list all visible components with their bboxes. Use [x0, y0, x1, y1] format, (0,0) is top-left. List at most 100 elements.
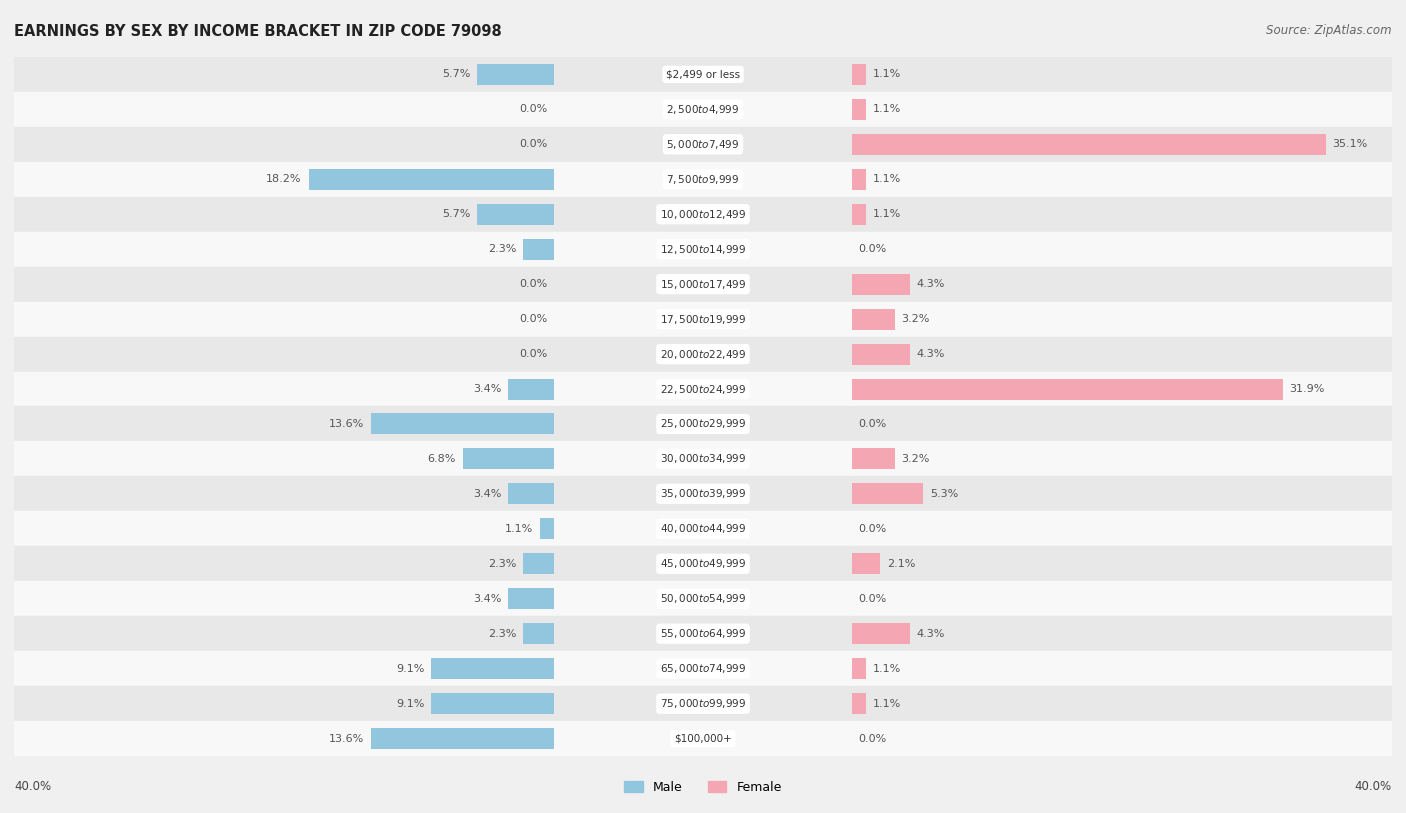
Text: 0.0%: 0.0%	[858, 244, 887, 254]
Bar	[523, 624, 554, 644]
Bar	[554, 651, 852, 686]
Bar	[852, 581, 1392, 616]
Text: $40,000 to $44,999: $40,000 to $44,999	[659, 523, 747, 535]
Bar	[509, 589, 554, 609]
Text: 0.0%: 0.0%	[858, 524, 887, 534]
Text: $10,000 to $12,499: $10,000 to $12,499	[659, 208, 747, 220]
Bar	[14, 721, 554, 756]
Text: 0.0%: 0.0%	[519, 104, 548, 115]
Bar	[554, 476, 852, 511]
Bar	[554, 616, 852, 651]
Bar	[14, 162, 554, 197]
Text: 0.0%: 0.0%	[519, 314, 548, 324]
Bar	[852, 232, 1392, 267]
Text: 6.8%: 6.8%	[427, 454, 456, 464]
Bar	[14, 92, 554, 127]
Text: 1.1%: 1.1%	[873, 69, 901, 80]
Bar	[554, 686, 852, 721]
Bar	[478, 204, 554, 224]
Bar	[554, 441, 852, 476]
Text: $2,499 or less: $2,499 or less	[666, 69, 740, 80]
Bar	[852, 406, 1392, 441]
Bar	[14, 616, 554, 651]
Text: 0.0%: 0.0%	[519, 139, 548, 150]
Bar	[14, 337, 554, 372]
Text: 2.3%: 2.3%	[488, 559, 516, 569]
Bar	[554, 511, 852, 546]
Text: 3.2%: 3.2%	[901, 454, 929, 464]
Bar	[852, 616, 1392, 651]
Text: 40.0%: 40.0%	[1355, 780, 1392, 793]
Text: $25,000 to $29,999: $25,000 to $29,999	[659, 418, 747, 430]
Bar	[852, 162, 1392, 197]
Bar	[852, 99, 866, 120]
Bar	[852, 302, 1392, 337]
Bar	[852, 449, 894, 469]
Bar	[852, 476, 1392, 511]
Bar	[14, 546, 554, 581]
Text: 1.1%: 1.1%	[505, 524, 533, 534]
Text: 1.1%: 1.1%	[873, 104, 901, 115]
Text: 5.7%: 5.7%	[443, 209, 471, 220]
Bar	[852, 693, 866, 714]
Text: 13.6%: 13.6%	[329, 733, 364, 744]
Text: 0.0%: 0.0%	[858, 593, 887, 604]
Text: 5.3%: 5.3%	[929, 489, 959, 499]
Text: 1.1%: 1.1%	[873, 698, 901, 709]
Bar	[14, 511, 554, 546]
Text: 1.1%: 1.1%	[873, 663, 901, 674]
Text: 35.1%: 35.1%	[1333, 139, 1368, 150]
Legend: Male, Female: Male, Female	[619, 776, 787, 798]
Bar	[852, 57, 1392, 92]
Text: 31.9%: 31.9%	[1289, 384, 1324, 394]
Bar	[852, 344, 910, 364]
Bar	[554, 721, 852, 756]
Bar	[554, 267, 852, 302]
Text: 3.4%: 3.4%	[474, 593, 502, 604]
Text: 9.1%: 9.1%	[396, 698, 425, 709]
Bar	[14, 197, 554, 232]
Bar	[852, 659, 866, 679]
Text: 13.6%: 13.6%	[329, 419, 364, 429]
Bar	[852, 127, 1392, 162]
Bar	[852, 92, 1392, 127]
Text: $30,000 to $34,999: $30,000 to $34,999	[659, 453, 747, 465]
Bar	[852, 624, 910, 644]
Text: $7,500 to $9,999: $7,500 to $9,999	[666, 173, 740, 185]
Text: $22,500 to $24,999: $22,500 to $24,999	[659, 383, 747, 395]
Bar	[852, 337, 1392, 372]
Bar	[852, 309, 894, 329]
Bar	[852, 651, 1392, 686]
Bar	[509, 379, 554, 399]
Text: 18.2%: 18.2%	[266, 174, 302, 185]
Text: 0.0%: 0.0%	[858, 419, 887, 429]
Text: $15,000 to $17,499: $15,000 to $17,499	[659, 278, 747, 290]
Bar	[852, 441, 1392, 476]
Bar	[554, 302, 852, 337]
Text: $45,000 to $49,999: $45,000 to $49,999	[659, 558, 747, 570]
Bar	[554, 162, 852, 197]
Text: $55,000 to $64,999: $55,000 to $64,999	[659, 628, 747, 640]
Bar	[14, 476, 554, 511]
Bar	[554, 232, 852, 267]
Bar	[852, 546, 1392, 581]
Text: 3.4%: 3.4%	[474, 384, 502, 394]
Bar	[554, 546, 852, 581]
Bar	[852, 204, 866, 224]
Text: $20,000 to $22,499: $20,000 to $22,499	[659, 348, 747, 360]
Text: $100,000+: $100,000+	[673, 733, 733, 744]
Bar	[14, 267, 554, 302]
Text: EARNINGS BY SEX BY INCOME BRACKET IN ZIP CODE 79098: EARNINGS BY SEX BY INCOME BRACKET IN ZIP…	[14, 24, 502, 39]
Bar	[554, 337, 852, 372]
Bar	[432, 693, 554, 714]
Bar	[14, 406, 554, 441]
Bar	[14, 232, 554, 267]
Bar	[540, 519, 554, 539]
Text: 2.3%: 2.3%	[488, 628, 516, 639]
Bar	[852, 686, 1392, 721]
Text: 2.1%: 2.1%	[887, 559, 915, 569]
Text: 0.0%: 0.0%	[858, 733, 887, 744]
Text: 3.2%: 3.2%	[901, 314, 929, 324]
Bar	[523, 239, 554, 259]
Bar	[14, 651, 554, 686]
